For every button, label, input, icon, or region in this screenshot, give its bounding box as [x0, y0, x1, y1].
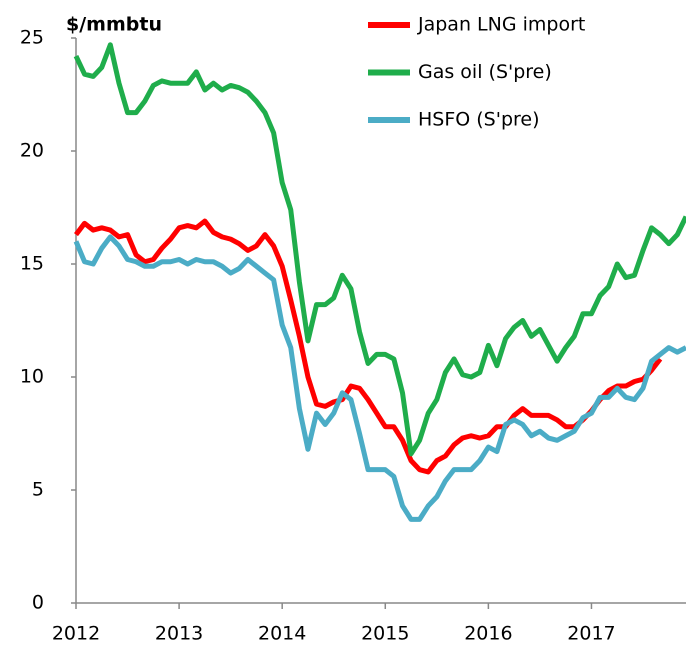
- y-tick-label: 5: [32, 479, 44, 501]
- x-tick-label: 2012: [52, 623, 100, 645]
- y-tick-label: 20: [20, 140, 44, 162]
- x-tick-label: 2015: [361, 623, 409, 645]
- legend-label: Japan LNG import: [417, 14, 585, 36]
- y-tick-label: 25: [20, 27, 44, 49]
- legend-label: HSFO (S'pre): [418, 109, 540, 131]
- y-tick-label: 10: [20, 366, 44, 388]
- x-tick-label: 2013: [155, 623, 203, 645]
- x-tick-label: 2017: [567, 623, 615, 645]
- y-axis-label: $/mmbtu: [66, 14, 162, 36]
- y-tick-label: 15: [20, 253, 44, 275]
- x-tick-label: 2016: [464, 623, 512, 645]
- y-tick-label: 0: [32, 592, 44, 614]
- legend-label: Gas oil (S'pre): [418, 61, 552, 83]
- series-line: [73, 42, 686, 457]
- x-tick-label: 2014: [258, 623, 306, 645]
- series-line: [74, 218, 663, 475]
- series-line: [73, 234, 686, 522]
